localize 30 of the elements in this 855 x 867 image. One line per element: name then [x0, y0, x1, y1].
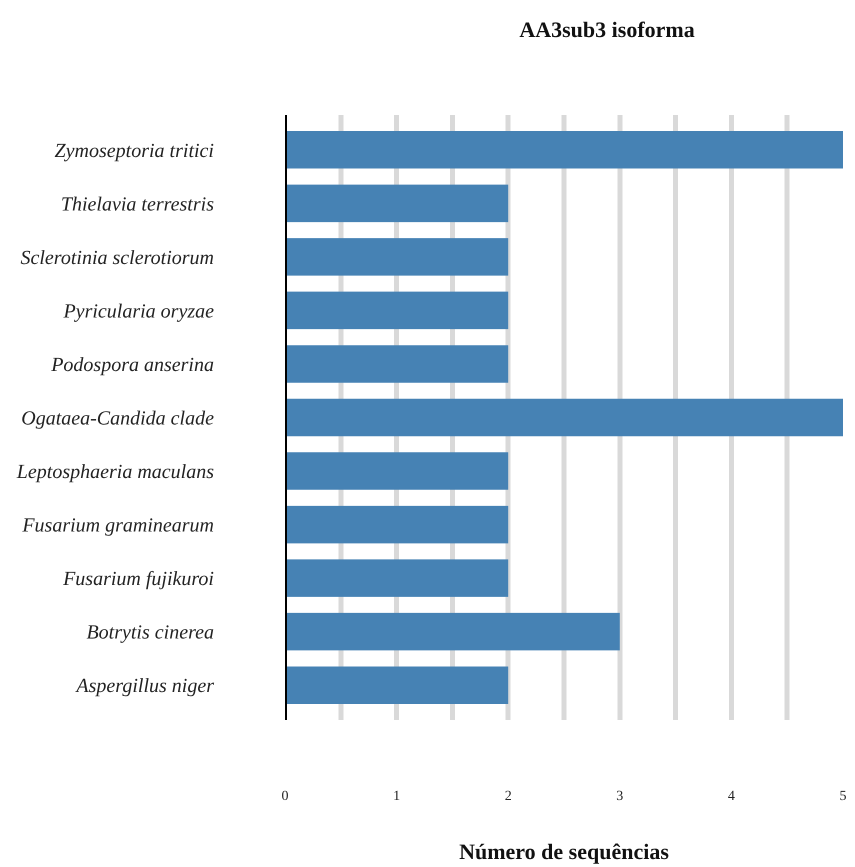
bar	[285, 506, 508, 544]
x-tick-label: 2	[504, 789, 512, 804]
bar	[285, 666, 508, 704]
x-tick-label: 1	[393, 789, 400, 804]
y-tick-label: Zymoseptoria tritici	[54, 140, 214, 162]
bar	[285, 398, 843, 436]
bar	[285, 238, 508, 276]
y-tick-label: Thielavia terrestris	[60, 193, 214, 216]
y-tick-label: Fusarium graminearum	[21, 514, 214, 537]
x-tick-label: 5	[840, 789, 846, 804]
x-tick-label: 0	[282, 789, 288, 804]
bar	[285, 559, 508, 597]
y-tick-label: Pyricularia oryzae	[62, 300, 214, 322]
bar	[285, 292, 508, 330]
y-tick-label: Fusarium fujikuroi	[62, 568, 214, 590]
y-tick-label: Sclerotinia sclerotiorum	[20, 246, 214, 269]
y-tick-label: Ogataea-Candida clade	[21, 408, 214, 430]
x-axis-title: Número de sequências	[459, 838, 670, 864]
y-tick-label: Leptosphaeria maculans	[16, 461, 214, 484]
y-tick-label: Podospora anserina	[50, 354, 214, 376]
bar	[285, 452, 508, 490]
x-tick-label: 3	[616, 789, 624, 804]
chart-title: AA3sub3 isoforma	[519, 17, 695, 42]
bar	[285, 345, 508, 383]
bar	[285, 131, 843, 169]
x-tick-label: 4	[728, 789, 735, 804]
bar	[285, 184, 508, 222]
y-tick-label: Aspergillus niger	[74, 675, 214, 698]
y-tick-label: Botrytis cinerea	[86, 622, 214, 644]
bar	[285, 612, 620, 650]
